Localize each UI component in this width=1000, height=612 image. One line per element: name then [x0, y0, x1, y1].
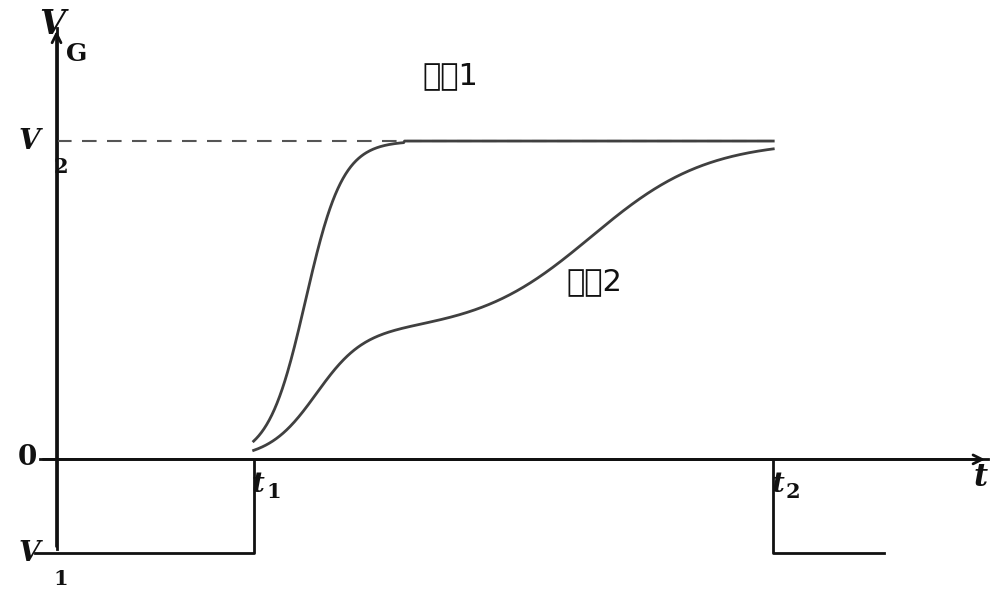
Text: G: G	[66, 42, 87, 65]
Text: V: V	[39, 9, 65, 42]
Text: 2: 2	[786, 482, 800, 502]
Text: 0: 0	[18, 444, 37, 471]
Text: t: t	[771, 471, 784, 498]
Text: 1: 1	[266, 482, 281, 502]
Text: t: t	[252, 471, 265, 498]
Text: 1: 1	[54, 569, 68, 589]
Text: 曲线2: 曲线2	[566, 267, 622, 296]
Text: 曲线1: 曲线1	[423, 61, 479, 90]
Text: V: V	[19, 127, 40, 155]
Text: 2: 2	[54, 157, 68, 177]
Text: V: V	[19, 540, 40, 567]
Text: t: t	[974, 461, 988, 493]
